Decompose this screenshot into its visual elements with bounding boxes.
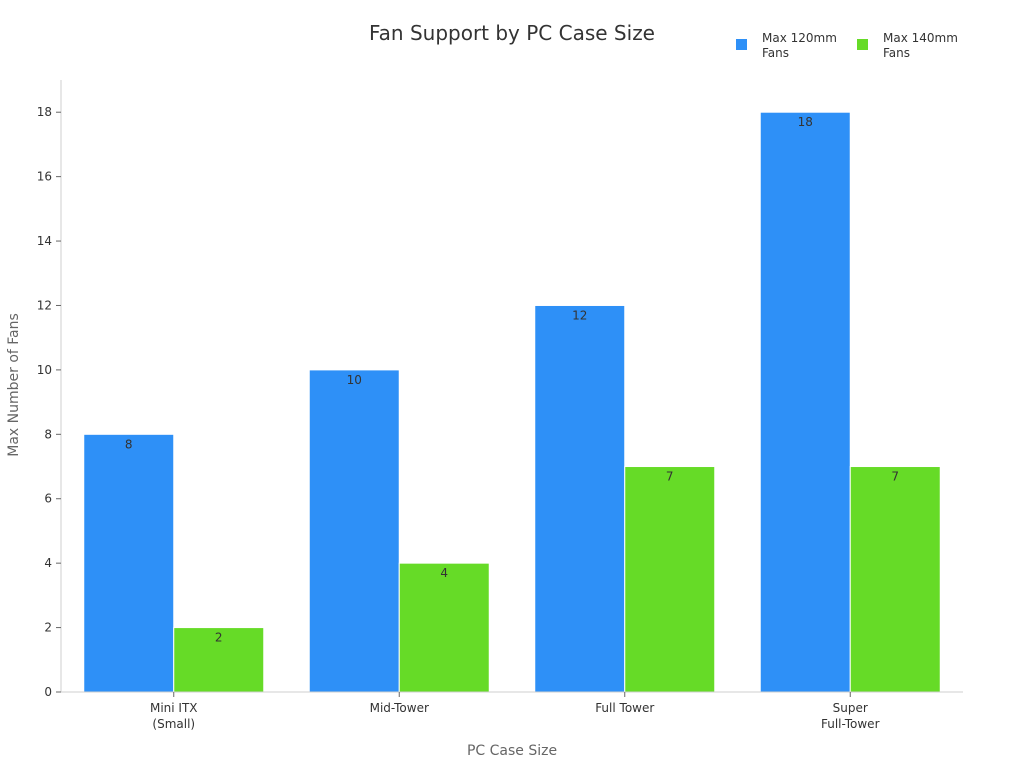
bar-series-2-cat-2	[398, 562, 490, 693]
chart-title: Fan Support by PC Case Size	[369, 21, 655, 45]
bar-series-1-cat-4	[759, 111, 851, 693]
y-tick-label: 4	[44, 556, 52, 570]
bar-series-2-cat-4	[849, 466, 941, 693]
legend-label: Fans	[762, 46, 789, 60]
data-label: 4	[440, 566, 448, 580]
x-axis: Mini ITX (Small) Mid-Tower Full Tower Super F…	[61, 691, 963, 731]
bar-series-1-cat-1	[83, 433, 175, 693]
bar-series-2-cat-1	[173, 627, 265, 693]
bar-series-2-cat-3	[624, 466, 716, 693]
y-tick-label: 2	[44, 621, 52, 635]
y-tick-label: 6	[44, 492, 52, 506]
y-tick-label: 16	[37, 170, 52, 184]
bars-group	[83, 111, 941, 693]
y-tick-label: 8	[44, 427, 52, 441]
y-axis-title: Max Number of Fans	[6, 313, 22, 457]
legend-swatch	[736, 39, 747, 50]
y-tick-label: 10	[37, 363, 52, 377]
bar-series-1-cat-2	[308, 369, 400, 693]
y-tick-label: 12	[37, 298, 52, 312]
legend-label: Max 140mm	[883, 31, 958, 45]
legend-swatch	[857, 39, 868, 50]
y-tick-label: 14	[37, 234, 52, 248]
x-tick-label: Mid-Tower	[370, 701, 429, 715]
x-tick-label: Full-Tower	[821, 717, 880, 731]
data-label: 7	[891, 470, 899, 484]
data-label: 7	[666, 470, 674, 484]
y-axis: 0 2 4 6 8 10 12 14 16 18	[37, 80, 62, 699]
x-tick-label: Mini ITX	[150, 701, 198, 715]
data-label: 18	[798, 115, 813, 129]
bar-series-1-cat-3	[534, 304, 626, 693]
legend-label: Max 120mm	[762, 31, 837, 45]
x-axis-title: PC Case Size	[467, 743, 557, 759]
legend-label: Fans	[883, 46, 910, 60]
data-label: 12	[572, 308, 587, 322]
x-tick-label: Full Tower	[595, 701, 654, 715]
x-tick-label: Super	[833, 701, 868, 715]
data-label: 2	[215, 631, 223, 645]
x-tick-label: (Small)	[152, 717, 195, 731]
data-label: 8	[125, 437, 133, 451]
data-label: 10	[347, 373, 362, 387]
y-tick-label: 0	[44, 685, 52, 699]
y-tick-label: 18	[37, 105, 52, 119]
